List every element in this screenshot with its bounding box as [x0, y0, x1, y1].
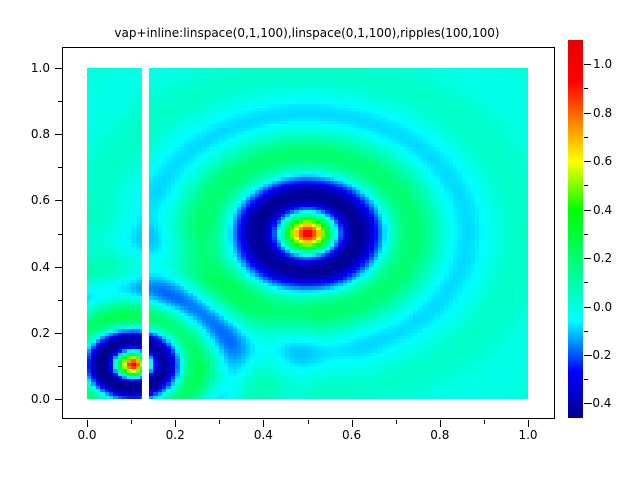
x-axis-tick-label: 0.6 — [342, 428, 362, 442]
colorbar-tick-label: -0.2 — [588, 348, 612, 362]
colorbar-tick-label: 0.0 — [593, 299, 613, 314]
x-axis-tick-label: 0.2 — [165, 428, 185, 442]
colorbar-tick-label: 0.2 — [593, 251, 613, 266]
colorbar-tick-label: -0.4 — [588, 396, 612, 411]
y-axis-tick-label: 1.0 — [30, 61, 50, 75]
x-axis-minor-tick — [219, 420, 221, 424]
x-axis-tick-label: 0.8 — [430, 428, 450, 442]
y-axis-minor-tick — [58, 101, 62, 103]
x-axis-major-tick — [528, 420, 529, 427]
colorbar-minor-tick — [584, 185, 588, 187]
y-axis-minor-tick — [58, 233, 62, 235]
colorbar-minor-tick — [584, 379, 588, 381]
colorbar-minor-tick — [584, 233, 588, 235]
colorbar-gradient — [568, 40, 583, 418]
x-axis-major-tick — [87, 420, 88, 427]
colorbar-minor-tick — [584, 88, 588, 90]
x-axis-major-tick — [175, 420, 177, 427]
colorbar-tick-label: 0.6 — [593, 154, 613, 169]
colorbar-tick-label: 0.4 — [593, 202, 613, 217]
y-axis-minor-tick — [58, 167, 62, 169]
y-axis-tick-label: 0.8 — [30, 127, 50, 142]
colorbar-major-tick — [584, 306, 591, 308]
y-axis-major-tick — [55, 332, 62, 334]
y-axis-tick-label: 0.6 — [30, 193, 50, 208]
x-axis-minor-tick — [395, 420, 397, 424]
colorbar-major-tick — [584, 161, 591, 163]
colorbar-major-tick — [584, 403, 591, 405]
y-axis-tick-label: 0.0 — [30, 392, 50, 406]
colorbar-major-tick — [584, 112, 591, 114]
colorbar-minor-tick — [584, 136, 588, 138]
y-axis-tick-label: 0.2 — [30, 325, 50, 340]
x-axis-minor-tick — [131, 420, 133, 424]
colorbar-tick-label: 0.8 — [593, 105, 613, 120]
x-axis-major-tick — [263, 420, 265, 427]
y-axis-minor-tick — [58, 299, 62, 301]
heatmap-image — [87, 68, 528, 399]
y-axis-minor-tick — [58, 365, 62, 367]
y-axis-major-tick — [55, 266, 62, 268]
colorbar-minor-tick — [584, 330, 588, 332]
y-axis-major-tick — [55, 134, 62, 136]
x-axis-minor-tick — [483, 420, 485, 424]
colorbar-major-tick — [584, 209, 591, 211]
x-axis-tick-label: 0.4 — [253, 428, 273, 442]
x-axis-minor-tick — [307, 420, 309, 424]
colorbar-tick-label: 1.0 — [593, 57, 613, 72]
plot-title: vap+inline:linspace(0,1,100),linspace(0,… — [114, 26, 500, 40]
x-axis-major-tick — [439, 420, 441, 427]
colorbar-major-tick — [584, 258, 591, 260]
y-axis-major-tick — [55, 68, 62, 69]
colorbar-major-tick — [584, 355, 591, 356]
y-axis-major-tick — [55, 200, 62, 202]
y-axis-major-tick — [55, 399, 62, 400]
x-axis-major-tick — [351, 420, 353, 427]
colorbar-minor-tick — [584, 282, 588, 284]
y-axis-tick-label: 0.4 — [30, 259, 50, 274]
colorbar-major-tick — [584, 64, 591, 66]
x-axis-tick-label: 0.0 — [77, 428, 97, 442]
x-axis-tick-label: 1.0 — [518, 428, 538, 442]
